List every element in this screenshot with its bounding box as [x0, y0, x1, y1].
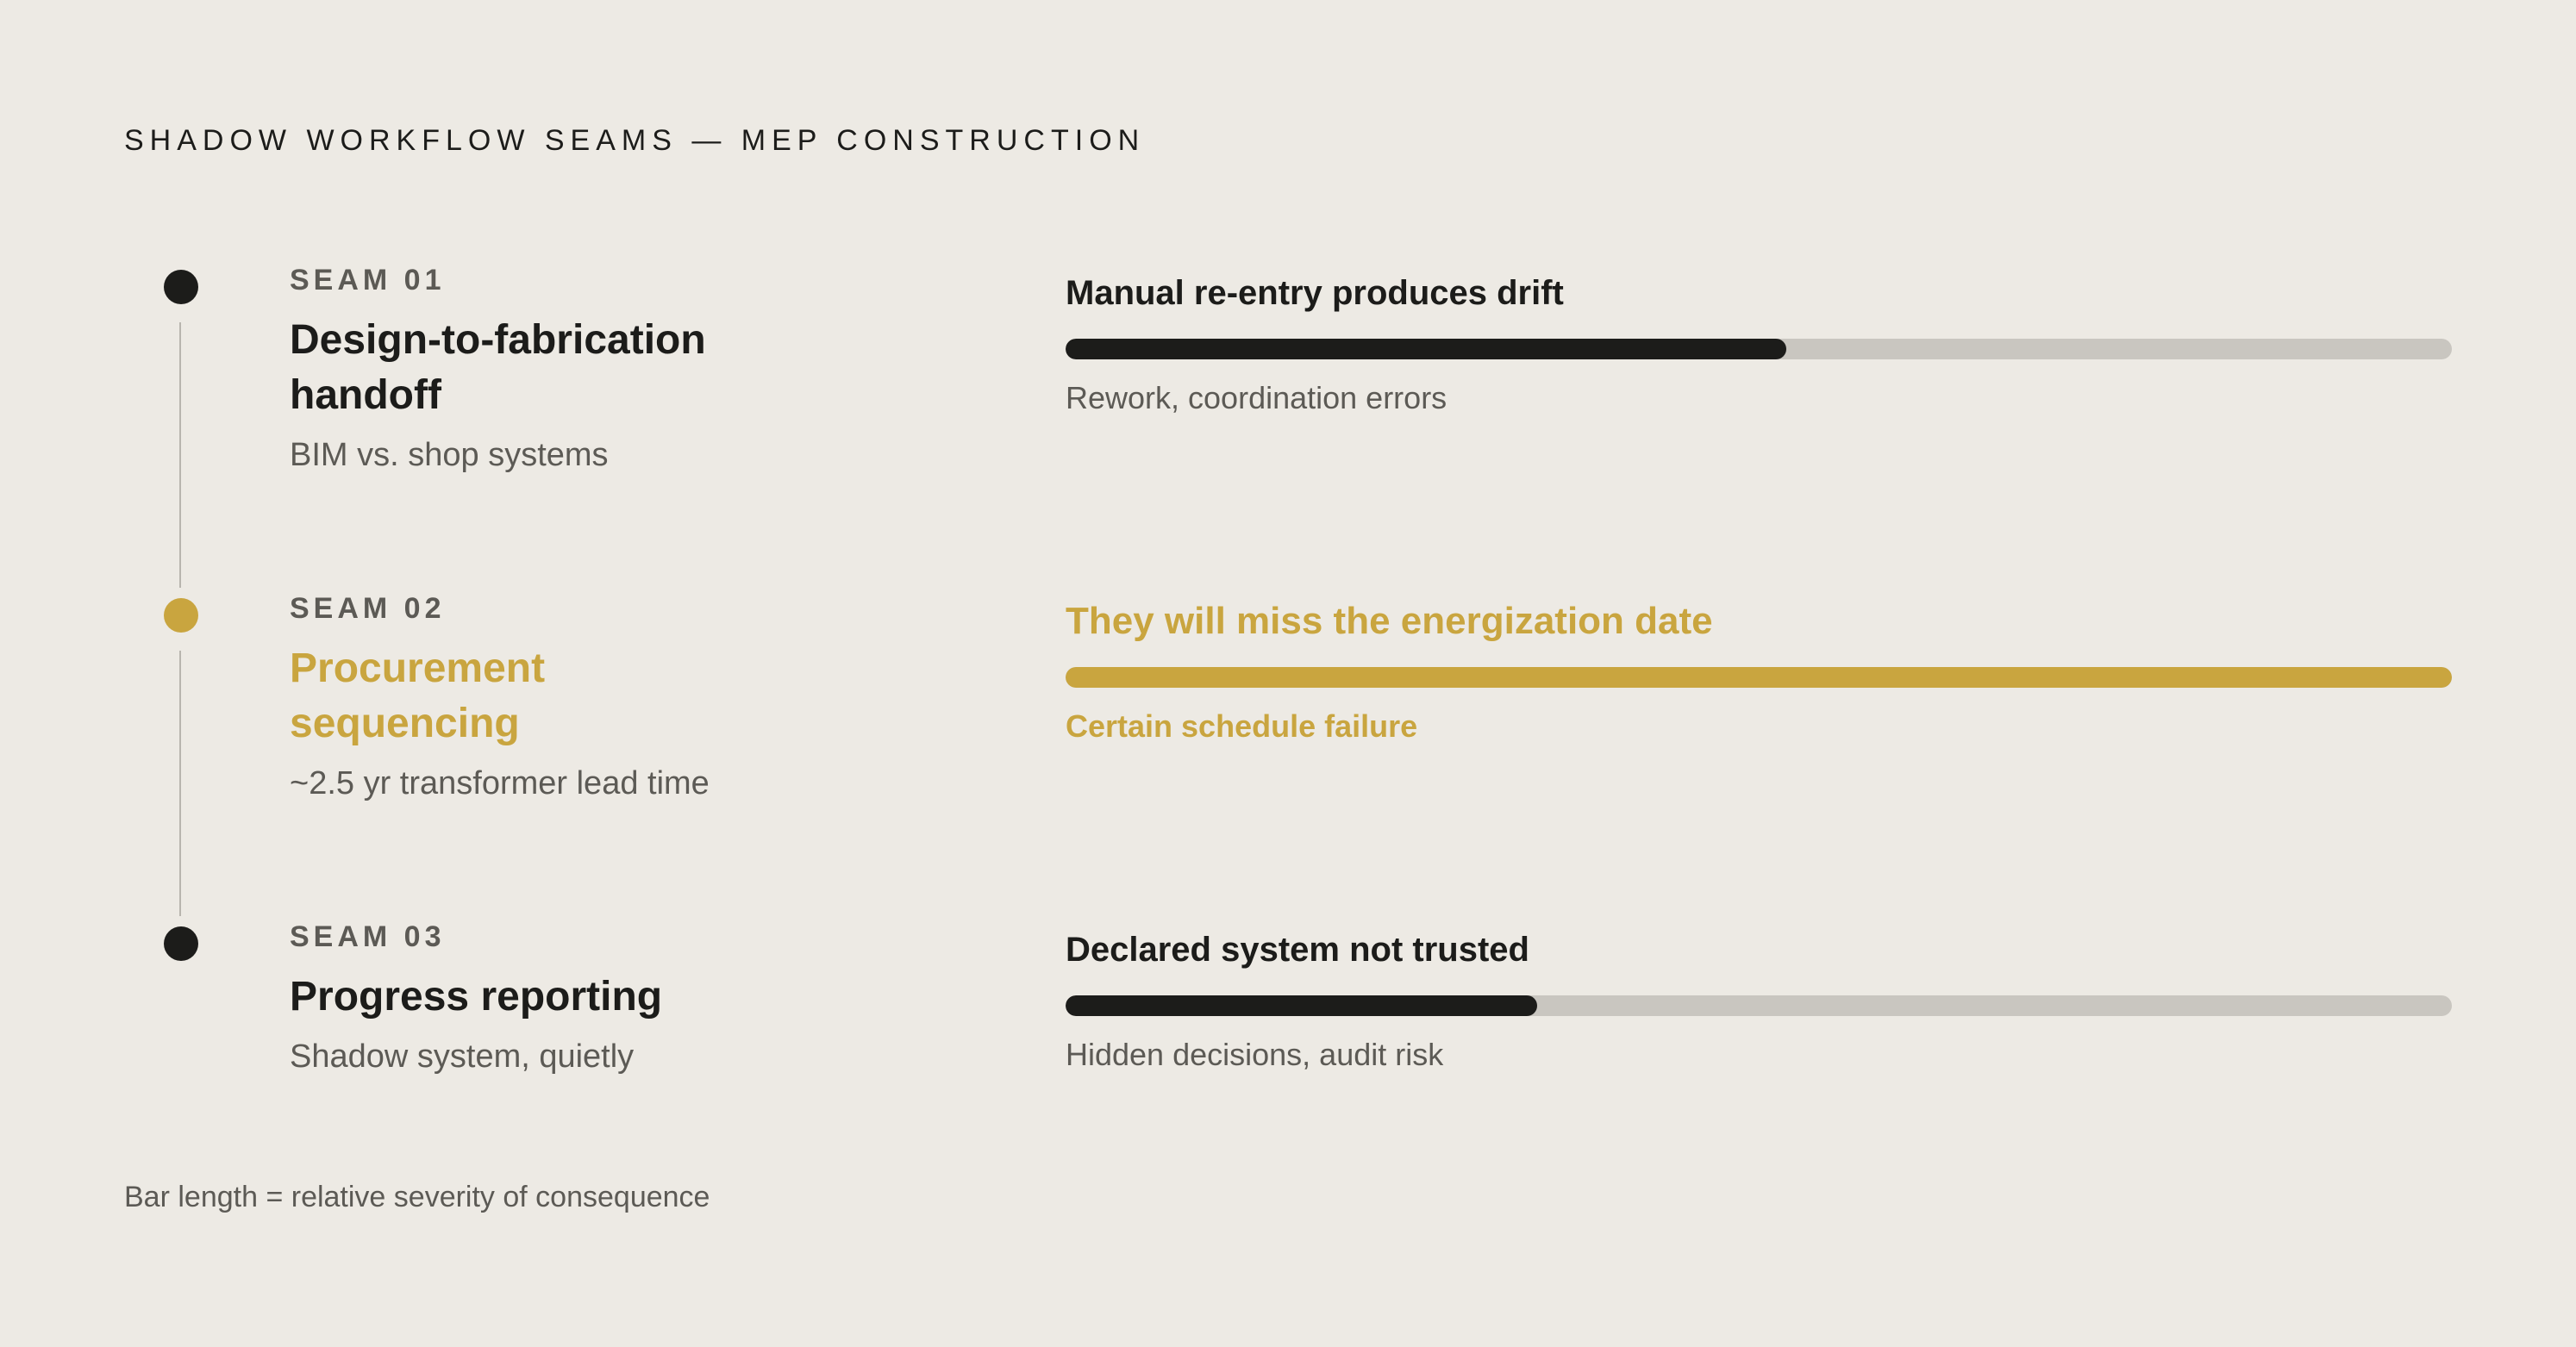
consequence-impact: Certain schedule failure	[1066, 708, 1418, 744]
seam-subtitle: BIM vs. shop systems	[290, 437, 609, 473]
severity-bar-fill	[1066, 995, 1537, 1016]
consequence-title: They will miss the energization date	[1066, 600, 1713, 642]
seam-item: SEAM 03 Progress reporting Shadow system…	[290, 920, 824, 1076]
seam-subtitle: ~2.5 yr transformer lead time	[290, 765, 710, 801]
timeline-connector	[179, 322, 181, 588]
consequence-impact: Hidden decisions, audit risk	[1066, 1037, 1444, 1072]
page-title: SHADOW WORKFLOW SEAMS — MEP CONSTRUCTION	[124, 124, 1146, 157]
seam-label: SEAM 01	[290, 264, 446, 296]
severity-bar-fill	[1066, 339, 1787, 359]
timeline-connector	[179, 651, 181, 916]
timeline-dot	[164, 270, 198, 304]
consequence-item: Manual re-entry produces drift Rework, c…	[1066, 271, 2452, 418]
seam-title: Progress reporting	[290, 974, 663, 1020]
consequence-impact: Rework, coordination errors	[1066, 380, 1447, 415]
timeline-dot	[164, 598, 198, 633]
seam-title: Design-to-fabrication handoff	[290, 317, 706, 418]
footnote: Bar length = relative severity of conseq…	[124, 1181, 710, 1213]
seam-label: SEAM 02	[290, 592, 446, 625]
severity-bar-track	[1066, 339, 2452, 359]
seam-item: SEAM 02 Procurement sequencing ~2.5 yr t…	[290, 591, 824, 803]
seam-subtitle: Shadow system, quietly	[290, 1038, 635, 1075]
seam-item: SEAM 01 Design-to-fabrication handoff BI…	[290, 263, 824, 475]
timeline-dot	[164, 926, 198, 961]
consequence-item: Declared system not trusted Hidden decis…	[1066, 928, 2452, 1075]
severity-bar-track	[1066, 667, 2452, 688]
seam-title: Procurement sequencing	[290, 645, 546, 746]
severity-bar-fill	[1066, 667, 2452, 688]
consequence-title: Declared system not trusted	[1066, 931, 1529, 969]
severity-bar-track	[1066, 995, 2452, 1016]
seam-label: SEAM 03	[290, 920, 446, 953]
consequence-title: Manual re-entry produces drift	[1066, 274, 1564, 312]
consequence-item: They will miss the energization date Cer…	[1066, 600, 2452, 746]
